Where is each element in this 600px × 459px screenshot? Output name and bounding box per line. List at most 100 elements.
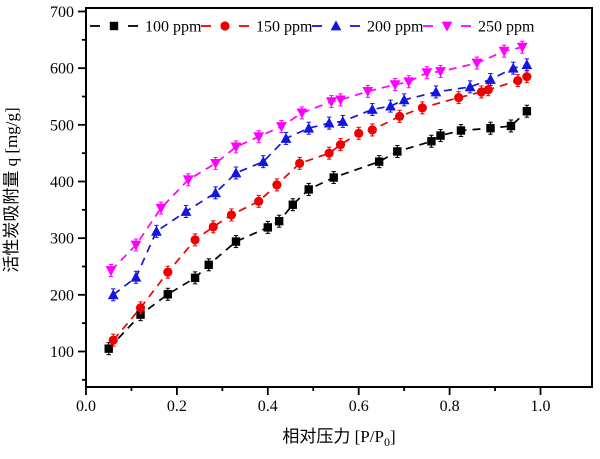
data-point bbox=[362, 87, 374, 98]
data-point bbox=[471, 58, 483, 69]
data-point bbox=[393, 147, 402, 156]
x-tick-label: 0.2 bbox=[167, 398, 187, 415]
data-point bbox=[276, 122, 287, 133]
data-point bbox=[324, 148, 334, 158]
plot-frame bbox=[85, 7, 593, 388]
data-point bbox=[107, 289, 119, 300]
data-point bbox=[522, 107, 532, 116]
data-point bbox=[326, 97, 337, 108]
legend-label: 150 ppm bbox=[256, 19, 313, 36]
x-tick-label: 0.0 bbox=[76, 398, 96, 415]
data-point bbox=[485, 73, 496, 84]
data-point bbox=[486, 124, 495, 133]
data-point bbox=[323, 117, 335, 128]
data-point bbox=[417, 103, 427, 113]
data-point bbox=[210, 187, 221, 198]
legend-label: 200 ppm bbox=[367, 19, 424, 36]
data-point bbox=[456, 126, 466, 135]
data-point bbox=[513, 76, 523, 86]
legend: 100 ppm 150 ppm 200 ppm 250 ppm bbox=[90, 19, 535, 36]
data-point bbox=[135, 303, 146, 313]
x-axis-label: 相对压力 [P/P0] bbox=[282, 427, 395, 449]
series-line bbox=[112, 75, 528, 341]
legend-item-150-ppm: 150 ppm bbox=[201, 19, 313, 36]
axis-ticks bbox=[78, 10, 542, 395]
legend-label: 100 ppm bbox=[145, 19, 202, 36]
y-tick-label: 200 bbox=[50, 287, 74, 304]
legend-item-200-ppm: 200 ppm bbox=[312, 19, 424, 36]
y-tick-label: 700 bbox=[50, 4, 74, 21]
data-point bbox=[231, 237, 241, 246]
data-point bbox=[435, 67, 446, 78]
legend-label: 250 ppm bbox=[478, 19, 535, 36]
legend-marker bbox=[441, 21, 453, 32]
data-point bbox=[506, 121, 516, 131]
data-point bbox=[130, 240, 142, 251]
data-point bbox=[296, 108, 308, 119]
data-point bbox=[257, 156, 269, 167]
data-point bbox=[190, 273, 200, 283]
data-point bbox=[398, 94, 410, 105]
axis-tick-labels: 100 200 300 400 500 600 700 0.0 0.2 0.4 0.6 0.8 1.0 bbox=[50, 4, 551, 415]
legend-item-100-ppm: 100 ppm bbox=[90, 19, 202, 36]
data-point bbox=[430, 86, 442, 97]
series-line bbox=[112, 63, 528, 296]
series-100-ppm bbox=[104, 104, 532, 356]
x-tick-label: 0.8 bbox=[440, 398, 460, 415]
legend-marker bbox=[330, 20, 342, 31]
data-point bbox=[226, 210, 237, 220]
data-point bbox=[204, 260, 213, 270]
data-point bbox=[163, 290, 173, 299]
y-tick-label: 100 bbox=[50, 344, 74, 361]
y-tick-label: 400 bbox=[50, 174, 74, 191]
series-line bbox=[110, 46, 523, 272]
data-point bbox=[304, 185, 313, 194]
series-150-ppm bbox=[108, 70, 532, 347]
data-point bbox=[263, 223, 272, 232]
data-point bbox=[395, 111, 405, 121]
data-point bbox=[274, 216, 284, 226]
data-point bbox=[230, 167, 242, 178]
data-point bbox=[403, 77, 415, 88]
data-point bbox=[516, 42, 528, 53]
data-point bbox=[295, 158, 305, 168]
data-point bbox=[483, 85, 493, 95]
data-point bbox=[288, 200, 297, 209]
x-tick-label: 1.0 bbox=[531, 398, 551, 415]
data-point bbox=[104, 344, 113, 353]
data-point bbox=[272, 180, 282, 190]
data-point bbox=[521, 59, 533, 70]
data-point bbox=[190, 235, 200, 245]
series-250-ppm bbox=[105, 40, 528, 277]
data-point bbox=[130, 271, 142, 282]
data-point bbox=[335, 140, 346, 150]
data-point bbox=[427, 137, 436, 146]
y-axis-label: 活性炭吸附量 q [mg/g] bbox=[2, 107, 21, 272]
data-point bbox=[354, 128, 364, 138]
series-line bbox=[108, 110, 528, 350]
data-series-layer bbox=[104, 40, 533, 356]
data-point bbox=[253, 132, 265, 143]
data-point bbox=[421, 68, 433, 79]
y-tick-label: 300 bbox=[50, 231, 74, 248]
legend-marker bbox=[220, 21, 230, 31]
data-point bbox=[155, 203, 167, 214]
series-200-ppm bbox=[107, 58, 533, 302]
data-point bbox=[151, 225, 162, 236]
data-point bbox=[366, 103, 378, 114]
x-tick-label: 0.4 bbox=[258, 398, 278, 415]
data-point bbox=[105, 266, 117, 277]
y-tick-label: 600 bbox=[50, 61, 74, 78]
data-point bbox=[329, 173, 338, 182]
data-point bbox=[136, 310, 145, 319]
data-point bbox=[254, 196, 264, 206]
data-point bbox=[367, 125, 377, 135]
data-point bbox=[230, 142, 242, 153]
axes-box bbox=[85, 7, 593, 388]
data-point bbox=[180, 205, 192, 216]
data-point bbox=[454, 93, 464, 103]
data-point bbox=[498, 46, 510, 57]
data-point bbox=[436, 131, 445, 140]
